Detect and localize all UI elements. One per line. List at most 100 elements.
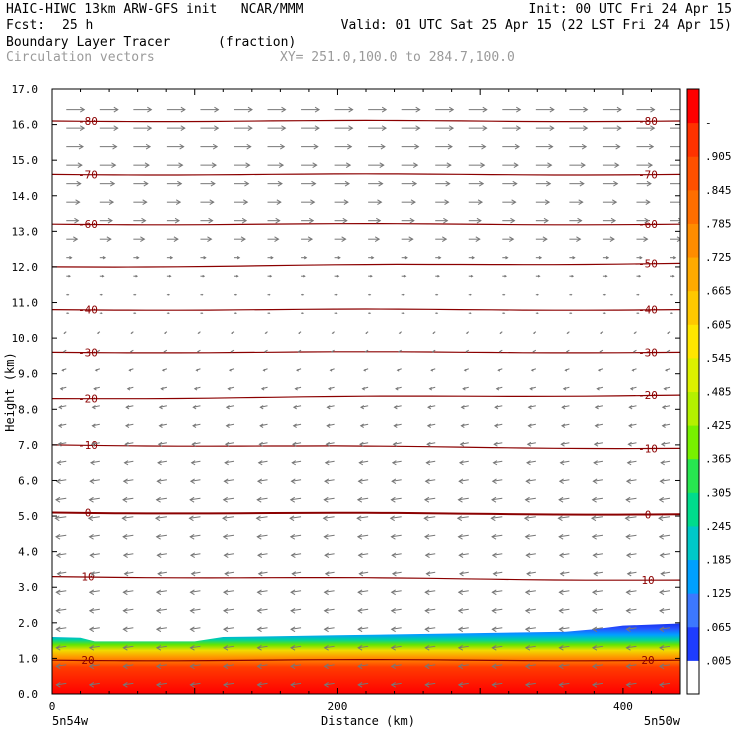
temperature-contour <box>52 308 680 311</box>
circulation-vector <box>602 125 622 131</box>
circulation-vector <box>659 478 671 484</box>
circulation-vector <box>155 496 167 503</box>
circulation-vector <box>626 571 637 577</box>
circulation-vector <box>154 515 167 522</box>
circulation-vector <box>636 274 642 278</box>
circulation-vector <box>225 423 235 428</box>
circulation-vector <box>359 405 369 410</box>
circulation-vector <box>267 255 274 260</box>
circulation-vector <box>55 533 67 540</box>
x-tick-label: 0 <box>49 700 56 713</box>
circulation-vector <box>526 571 536 577</box>
circulation-vector <box>559 460 570 466</box>
circulation-vector <box>267 125 287 131</box>
colorbar-swatch <box>687 324 699 359</box>
circulation-vector <box>197 331 201 335</box>
circulation-vector <box>130 331 134 335</box>
circulation-vector <box>431 349 436 353</box>
circulation-vector <box>524 626 536 633</box>
circulation-vector <box>569 312 573 315</box>
circulation-vector <box>133 143 152 150</box>
colorbar-swatch <box>687 626 699 661</box>
circulation-vector <box>491 496 503 503</box>
contour-label: -40 <box>78 304 98 317</box>
circulation-vector <box>558 626 570 633</box>
circulation-vector <box>625 663 637 670</box>
circulation-vector <box>591 496 603 503</box>
circulation-vector <box>358 460 369 466</box>
circulation-vector <box>200 255 207 260</box>
circulation-vector <box>368 274 373 278</box>
circulation-vector <box>166 180 183 187</box>
temperature-contour <box>52 223 680 226</box>
circulation-vector <box>223 663 235 670</box>
circulation-vector <box>89 478 100 484</box>
forecast-hour: 25 h <box>62 18 94 33</box>
circulation-vector <box>491 607 503 614</box>
circulation-vector <box>491 552 503 558</box>
circulation-vector <box>524 644 536 651</box>
circulation-vector <box>57 423 67 428</box>
circulation-vector <box>535 312 539 315</box>
circulation-vector <box>301 312 305 315</box>
circulation-vector <box>133 312 137 315</box>
circulation-vector <box>224 460 235 466</box>
circulation-vector <box>560 441 570 447</box>
circulation-vector <box>155 644 167 651</box>
circulation-vector <box>391 460 402 466</box>
circulation-vector <box>602 180 619 187</box>
circulation-vector <box>334 236 347 243</box>
circulation-vector <box>491 681 503 688</box>
circulation-vector <box>458 478 469 484</box>
circulation-vector <box>122 478 134 484</box>
circulation-vector <box>363 368 369 372</box>
circulation-vector <box>435 106 455 113</box>
temperature-contour <box>52 658 680 662</box>
circulation-vector <box>468 143 487 150</box>
circulation-vector <box>292 405 302 410</box>
circulation-vector <box>535 162 553 168</box>
circulation-vector <box>558 663 570 670</box>
circulation-vector <box>267 312 271 315</box>
circulation-vector <box>535 125 555 131</box>
circulation-vector <box>289 533 302 540</box>
contour-label: -60 <box>638 218 658 231</box>
circulation-vector <box>368 162 385 168</box>
circulation-vector <box>526 441 536 447</box>
circulation-vector <box>497 368 503 372</box>
circulation-vector <box>390 681 402 688</box>
y-tick-label: 15.0 <box>12 154 39 167</box>
circulation-vector <box>524 589 536 596</box>
circulation-vector <box>259 423 268 428</box>
circulation-vector <box>191 441 201 447</box>
circulation-vector <box>233 236 246 243</box>
circulation-vector <box>498 349 503 353</box>
circulation-vector <box>597 368 604 372</box>
circulation-vector <box>357 552 369 558</box>
circulation-vector <box>594 423 604 428</box>
y-tick-label: 9.0 <box>18 368 38 381</box>
circulation-vector <box>502 106 522 113</box>
circulation-vector <box>435 274 440 278</box>
circulation-vector <box>661 405 671 410</box>
circulation-vector <box>99 312 103 315</box>
circulation-vector <box>223 644 235 651</box>
circulation-vector <box>401 199 416 205</box>
colorbar-swatch <box>687 257 699 292</box>
circulation-vector <box>357 644 369 651</box>
circulation-vector <box>323 533 335 540</box>
temperature-contour <box>52 173 680 176</box>
contour-label: 20 <box>81 654 94 667</box>
circulation-vector <box>502 162 519 168</box>
circulation-vector <box>267 180 283 187</box>
y-tick-label: 10.0 <box>12 332 39 345</box>
circulation-vector <box>190 460 201 466</box>
circulation-vector <box>290 552 302 558</box>
circulation-vector <box>524 496 536 503</box>
circulation-vector <box>401 143 420 150</box>
circulation-vector <box>532 349 537 353</box>
circulation-vector <box>462 386 469 391</box>
circulation-vector <box>357 681 369 688</box>
circulation-vector <box>625 626 637 633</box>
circulation-vector <box>223 478 235 484</box>
